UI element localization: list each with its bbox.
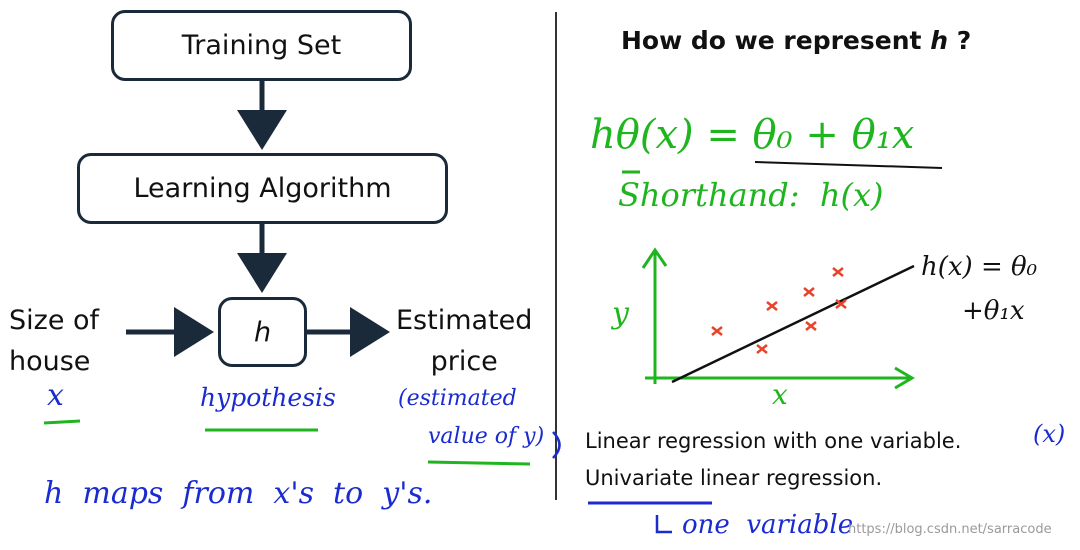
plot-annotation-line-2: +θ₁x — [962, 296, 1025, 326]
linear-regression-x-note: (x) — [1033, 420, 1066, 448]
plot-point — [832, 267, 844, 277]
hand-estimated-line-1: (estimated — [398, 386, 517, 411]
univariate-line: Univariate linear regression. — [585, 466, 883, 490]
hypothesis-box-label: h — [253, 316, 272, 348]
plot-point — [766, 301, 778, 311]
hand-hypothesis: hypothesis — [200, 383, 336, 412]
plot-point — [835, 299, 847, 309]
hypothesis-box: h — [218, 297, 307, 367]
plot-y-axis-arrowhead — [641, 247, 668, 269]
plot-ylabel: y — [612, 296, 629, 331]
output-label-line-2: price — [430, 345, 498, 377]
hand-x: x — [47, 378, 64, 413]
hook-one-variable — [655, 515, 672, 534]
plot-point — [803, 287, 815, 297]
training-set-box: Training Set — [111, 10, 412, 81]
regression-plot — [641, 247, 915, 390]
hypothesis-formula: hθ(x) = θ₀ + θ₁x — [590, 112, 915, 158]
output-label: Estimated price — [396, 301, 532, 382]
page-title: How do we represent h ? — [621, 26, 971, 55]
output-label-line-1: Estimated — [396, 305, 533, 336]
bracket-estimated — [552, 431, 561, 459]
training-set-label: Training Set — [181, 30, 342, 61]
input-label-line-2: house — [9, 345, 91, 377]
underline-x — [43, 419, 81, 425]
linear-regression-line: Linear regression with one variable. — [585, 429, 962, 453]
one-variable-note: one variable — [682, 510, 854, 540]
title-h: h — [930, 26, 949, 55]
plot-point — [711, 326, 723, 336]
title-question: ? — [956, 26, 972, 55]
hand-maps: h maps from x's to y's. — [44, 476, 433, 511]
plot-fit-line — [671, 264, 915, 384]
formula-underline — [754, 161, 943, 169]
title-text: How do we represent — [621, 26, 922, 55]
learning-algorithm-label: Learning Algorithm — [133, 173, 392, 204]
shorthand-note: Shorthand: h(x) — [618, 176, 884, 214]
input-label-line-1: Size of — [9, 305, 100, 336]
watermark: https://blog.csdn.net/sarracode — [848, 522, 1052, 537]
input-label: Size of house — [9, 301, 99, 382]
plot-xlabel: x — [772, 378, 788, 411]
hand-estimated-line-2: value of y) — [428, 424, 545, 449]
plot-annotation-line-1: h(x) = θ₀ — [921, 252, 1038, 282]
learning-algorithm-box: Learning Algorithm — [77, 153, 448, 224]
underline-estimated — [427, 460, 531, 466]
plot-point — [756, 344, 768, 354]
plot-point — [805, 321, 817, 331]
plot-x-axis-arrowhead — [894, 366, 915, 390]
